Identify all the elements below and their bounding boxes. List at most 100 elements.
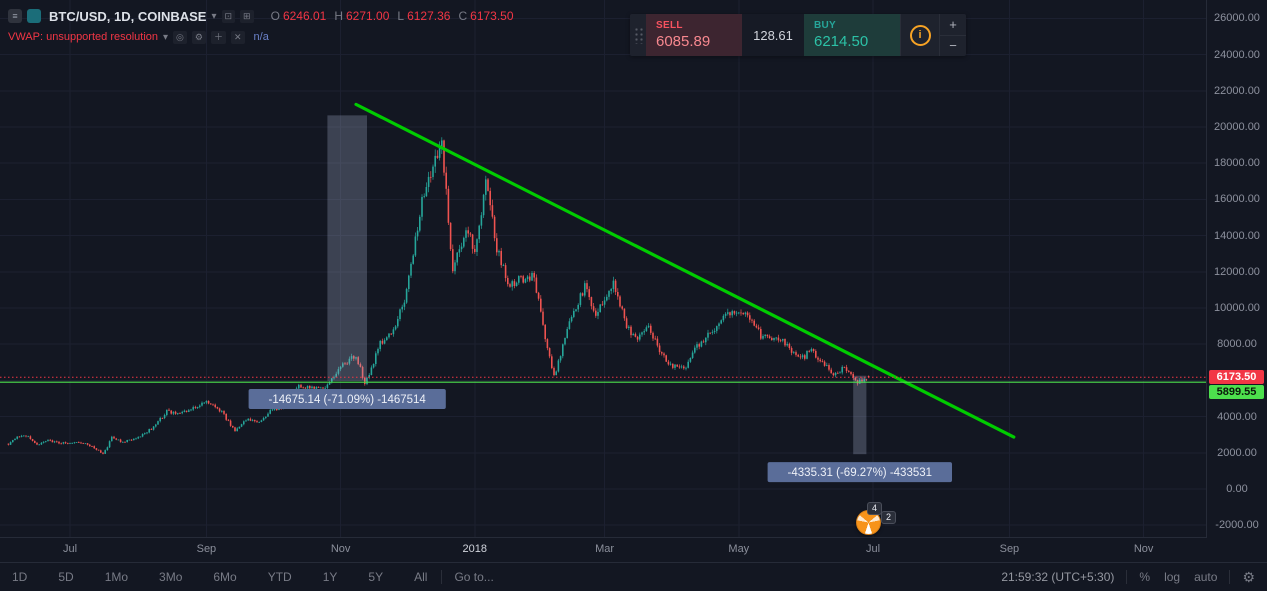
quantity-stepper: + −	[939, 14, 966, 56]
indicator-value: n/a	[253, 31, 269, 43]
time-axis-tick: Jul	[865, 543, 881, 555]
price-axis-label: 22000.00	[1214, 84, 1260, 97]
toolbar-divider	[1229, 570, 1231, 584]
indicator-row: VWAP: unsupported resolution ▾ ◎ ⚙ ＋ ✕ n…	[8, 28, 514, 46]
bottom-toolbar: 1D 5D 1Mo 3Mo 6Mo YTD 1Y 5Y All Go to... 21:59:3…	[0, 562, 1267, 591]
price-badge[interactable]: 5899.55	[1209, 385, 1264, 400]
close-label: C	[458, 9, 468, 23]
time-axis-tick: May	[728, 543, 750, 555]
chart-menu-icon[interactable]: ≡	[8, 9, 22, 23]
ideas-marker[interactable]: 4 2	[856, 502, 897, 536]
grid-lines	[0, 0, 1207, 538]
price-axis-label: 4000.00	[1217, 410, 1257, 423]
range-button-all[interactable]: All	[414, 570, 428, 584]
low-label: L	[397, 9, 405, 23]
drag-handle-icon[interactable]	[630, 14, 646, 56]
indicator-visibility-icon[interactable]: ◎	[173, 30, 187, 44]
buy-sell-widget: SELL 6085.89 128.61 BUY 6214.50 i + −	[630, 14, 966, 56]
log-scale-button[interactable]: log	[1164, 570, 1181, 584]
svg-text:-4335.31 (-69.27%) -433531: -4335.31 (-69.27%) -433531	[788, 467, 933, 479]
price-axis[interactable]: 26000.00 24000.00 22000.00 20000.00 18000.00…	[1206, 0, 1267, 538]
open-value: 6246.01	[282, 9, 327, 23]
ohlc-values: O 6246.01 H 6271.00 L 6127.36 C 6173.50	[263, 9, 514, 23]
symbol-logo-icon[interactable]	[27, 9, 41, 23]
time-axis-tick: 2018	[462, 543, 488, 555]
range-button-6mo[interactable]: 6Mo	[213, 570, 237, 584]
settings-gear-icon[interactable]: ⚙	[1242, 568, 1255, 585]
buy-label: BUY	[814, 20, 837, 31]
range-buttons: 1D 5D 1Mo 3Mo 6Mo YTD 1Y 5Y All	[12, 570, 427, 584]
sell-label: SELL	[656, 20, 683, 31]
sell-price: 6085.89	[656, 33, 711, 50]
price-axis-label: 20000.00	[1214, 121, 1260, 133]
svg-text:-14675.14 (-71.09%) -1467514: -14675.14 (-71.09%) -1467514	[269, 394, 427, 406]
time-axis-tick: Mar	[595, 543, 615, 555]
buy-button[interactable]: BUY 6214.50	[804, 14, 900, 56]
price-axis-label: 18000.00	[1214, 157, 1260, 170]
price-axis-label: 0.00	[1226, 483, 1248, 495]
sell-button[interactable]: SELL 6085.89	[646, 14, 742, 56]
price-axis-label: 26000.00	[1214, 12, 1260, 25]
measurement-label[interactable]: -4335.31 (-69.27%) -433531	[767, 462, 952, 483]
price-axis-label: 16000.00	[1214, 193, 1260, 206]
symbol-title[interactable]: BTC/USD, 1D, COINBASE	[49, 8, 207, 24]
range-button-1d[interactable]: 1D	[12, 570, 28, 584]
header-tool-icon-1[interactable]: ⊡	[221, 9, 236, 23]
range-button-5d[interactable]: 5D	[58, 570, 74, 584]
measurement-band[interactable]	[327, 115, 367, 381]
range-button-ytd[interactable]: YTD	[267, 570, 292, 584]
open-label: O	[270, 9, 280, 23]
measurement-band[interactable]	[853, 375, 867, 455]
time-axis-tick: Nov	[330, 543, 351, 555]
goto-button[interactable]: Go to...	[454, 570, 494, 584]
range-button-1y[interactable]: 1Y	[322, 570, 338, 584]
high-label: H	[334, 9, 343, 23]
time-axis-tick: Sep	[196, 543, 217, 555]
toolbar-divider	[1126, 570, 1128, 584]
price-axis-label: -2000.00	[1215, 519, 1259, 532]
range-button-3mo[interactable]: 3Mo	[159, 570, 183, 584]
clock-label[interactable]: 21:59:32 (UTC+5:30)	[1001, 570, 1115, 584]
increase-button[interactable]: +	[949, 16, 957, 32]
symbol-row: ≡ BTC/USD, 1D, COINBASE ▾ ⊡ ⊞ O 6246.01 …	[8, 7, 514, 25]
indicator-caret-icon[interactable]: ▾	[163, 31, 169, 43]
chart-header: ≡ BTC/USD, 1D, COINBASE ▾ ⊡ ⊞ O 6246.01 …	[8, 7, 514, 46]
price-axis-label: 10000.00	[1214, 302, 1260, 314]
price-axis-label: 8000.00	[1217, 338, 1257, 351]
buy-price: 6214.50	[814, 33, 869, 50]
price-chart[interactable]: -14675.14 (-71.09%) -1467514 -4335.31 (-6…	[0, 0, 1207, 538]
close-value: 6173.50	[470, 9, 514, 23]
header-tool-icon-2[interactable]: ⊞	[240, 9, 254, 23]
low-value: 6127.36	[407, 9, 451, 23]
indicator-delete-icon[interactable]: ✕	[231, 30, 245, 44]
indicator-settings-icon[interactable]: ⚙	[191, 30, 206, 44]
spread-value: 128.61	[742, 14, 804, 56]
info-icon: i	[909, 24, 931, 46]
auto-scale-button[interactable]: auto	[1194, 570, 1218, 584]
symbol-caret-icon[interactable]: ▾	[211, 10, 217, 22]
candles	[7, 137, 870, 455]
range-button-5y[interactable]: 5Y	[368, 570, 384, 584]
trend-line[interactable]	[354, 102, 1016, 439]
range-button-1mo[interactable]: 1Mo	[104, 570, 129, 584]
chart-canvas[interactable]: -14675.14 (-71.09%) -1467514 -4335.31 (-6…	[0, 0, 1207, 538]
price-badge[interactable]: 6173.50	[1209, 370, 1264, 385]
price-axis-label: 14000.00	[1214, 229, 1260, 242]
ideas-count-badge[interactable]: 4	[867, 502, 883, 515]
time-axis-tick: Sep	[999, 543, 1020, 555]
price-axis-label: 2000.00	[1217, 446, 1257, 459]
price-axis-label: 24000.00	[1214, 48, 1260, 61]
high-value: 6271.00	[346, 9, 390, 23]
info-button[interactable]: i	[900, 14, 939, 56]
time-axis-tick: Jul	[62, 543, 78, 555]
measurement-label[interactable]: -14675.14 (-71.09%) -1467514	[248, 388, 446, 409]
time-axis-tick: Nov	[1133, 543, 1154, 555]
indicator-add-icon[interactable]: ＋	[210, 30, 226, 44]
decrease-button[interactable]: −	[940, 34, 966, 57]
ideas-count-badge[interactable]: 2	[881, 511, 897, 524]
time-axis[interactable]: Jul Sep Nov 2018 Mar May Jul Sep Nov	[0, 537, 1207, 562]
price-axis-label: 12000.00	[1214, 265, 1260, 278]
percent-scale-button[interactable]: %	[1139, 570, 1151, 584]
indicator-title[interactable]: VWAP: unsupported resolution	[8, 31, 159, 43]
